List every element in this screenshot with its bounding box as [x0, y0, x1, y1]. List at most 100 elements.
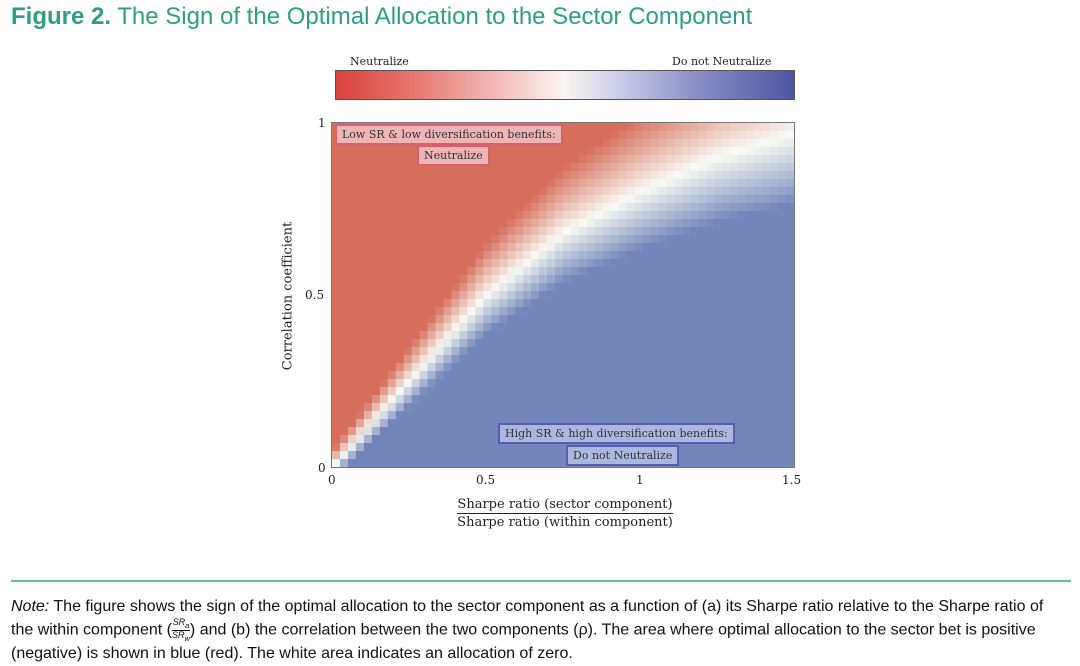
heatmap-cell — [515, 243, 524, 252]
heatmap-cell — [706, 155, 715, 164]
heatmap-cell — [507, 171, 516, 180]
heatmap-cell — [555, 299, 564, 308]
heatmap-cell — [706, 259, 715, 268]
heatmap-cell — [507, 283, 516, 292]
heatmap-cell — [531, 315, 540, 324]
heatmap-cell — [403, 219, 413, 228]
heatmap-cell — [698, 123, 707, 132]
heatmap-cell — [786, 347, 794, 356]
heatmap-cell — [586, 123, 596, 132]
heatmap-cell — [419, 259, 429, 268]
blue-region-label: Do not Neutralize — [566, 445, 680, 466]
heatmap-cell — [618, 139, 628, 148]
heatmap-cell — [371, 363, 381, 372]
heatmap-cell — [674, 299, 684, 308]
heatmap-cell — [618, 283, 628, 292]
heatmap-cell — [634, 259, 644, 268]
heatmap-cell — [387, 339, 397, 348]
heatmap-cell — [714, 347, 723, 356]
heatmap-cell — [339, 163, 349, 172]
heatmap-cell — [602, 267, 612, 276]
heatmap-cell — [666, 251, 676, 260]
y-tick-label: 0 — [318, 461, 326, 475]
heatmap-cell — [355, 411, 365, 420]
heatmap-cell — [363, 387, 373, 396]
heatmap-cell — [347, 299, 357, 308]
heatmap-cell — [395, 363, 405, 372]
heatmap-cell — [419, 339, 429, 348]
heatmap-cell — [443, 395, 453, 404]
heatmap-cell — [618, 363, 628, 372]
heatmap-cell — [435, 267, 445, 276]
heatmap-cell — [451, 211, 461, 220]
heatmap-cell — [411, 331, 421, 340]
heatmap-cell — [698, 211, 707, 220]
heatmap-cell — [363, 267, 373, 276]
heatmap-cell — [387, 307, 397, 316]
heatmap-cell — [435, 355, 445, 364]
heatmap-cell — [355, 171, 365, 180]
heatmap-cell — [347, 203, 357, 212]
heatmap-cell — [594, 259, 604, 268]
heatmap-cell — [618, 355, 628, 364]
heatmap-cell — [626, 235, 636, 244]
heatmap-cell — [531, 243, 540, 252]
heatmap-cell — [730, 211, 739, 220]
heatmap-cell — [674, 387, 684, 396]
heatmap-cell — [443, 419, 453, 428]
heatmap-cell — [602, 387, 612, 396]
heatmap-cell — [706, 123, 715, 132]
heatmap-cell — [610, 379, 620, 388]
heatmap-cell — [379, 155, 389, 164]
heatmap-cell — [387, 219, 397, 228]
heatmap-cell — [387, 147, 397, 156]
heatmap-cell — [371, 275, 381, 284]
heatmap-cell — [754, 459, 763, 467]
heatmap-cell — [618, 171, 628, 180]
heatmap-cell — [778, 339, 787, 348]
heatmap-cell — [602, 251, 612, 260]
heatmap-cell — [674, 363, 684, 372]
heatmap-cell — [339, 187, 349, 196]
heatmap-cell — [778, 427, 787, 436]
heatmap-cell — [586, 339, 596, 348]
heatmap-cell — [459, 347, 469, 356]
heatmap-cell — [618, 235, 628, 244]
heatmap-cell — [610, 211, 620, 220]
heatmap-cell — [738, 267, 747, 276]
heatmap-cell — [698, 459, 707, 467]
heatmap-cell — [347, 419, 357, 428]
heatmap-cell — [332, 347, 341, 356]
heatmap-cell — [674, 267, 684, 276]
heatmap-cell — [332, 227, 341, 236]
heatmap-cell — [539, 155, 548, 164]
heatmap-cell — [483, 419, 492, 428]
heatmap-cell — [610, 219, 620, 228]
y-tick-label: 0.5 — [305, 288, 325, 302]
heatmap-cell — [690, 259, 700, 268]
heatmap-cell — [475, 195, 484, 204]
heatmap-cell — [563, 155, 572, 164]
heatmap-cell — [427, 395, 437, 404]
heatmap-cell — [714, 171, 723, 180]
heatmap-cell — [778, 163, 787, 172]
heatmap-cell — [610, 411, 620, 420]
heatmap-cell — [770, 131, 779, 140]
heatmap-cell — [666, 395, 676, 404]
heatmap-cell — [467, 283, 476, 292]
heatmap-cell — [786, 443, 794, 452]
heatmap-cell — [355, 243, 365, 252]
heatmap-cell — [602, 371, 612, 380]
heatmap-cell — [738, 395, 747, 404]
heatmap-cell — [355, 395, 365, 404]
heatmap-cell — [459, 243, 469, 252]
heatmap-cell — [403, 451, 413, 460]
heatmap-cell — [427, 355, 437, 364]
heatmap-cell — [419, 187, 429, 196]
heatmap-cell — [363, 355, 373, 364]
heatmap-cell — [547, 299, 556, 308]
heatmap-cell — [491, 275, 500, 284]
heatmap-cell — [339, 299, 349, 308]
heatmap-cell — [658, 139, 668, 148]
heatmap-cell — [395, 387, 405, 396]
